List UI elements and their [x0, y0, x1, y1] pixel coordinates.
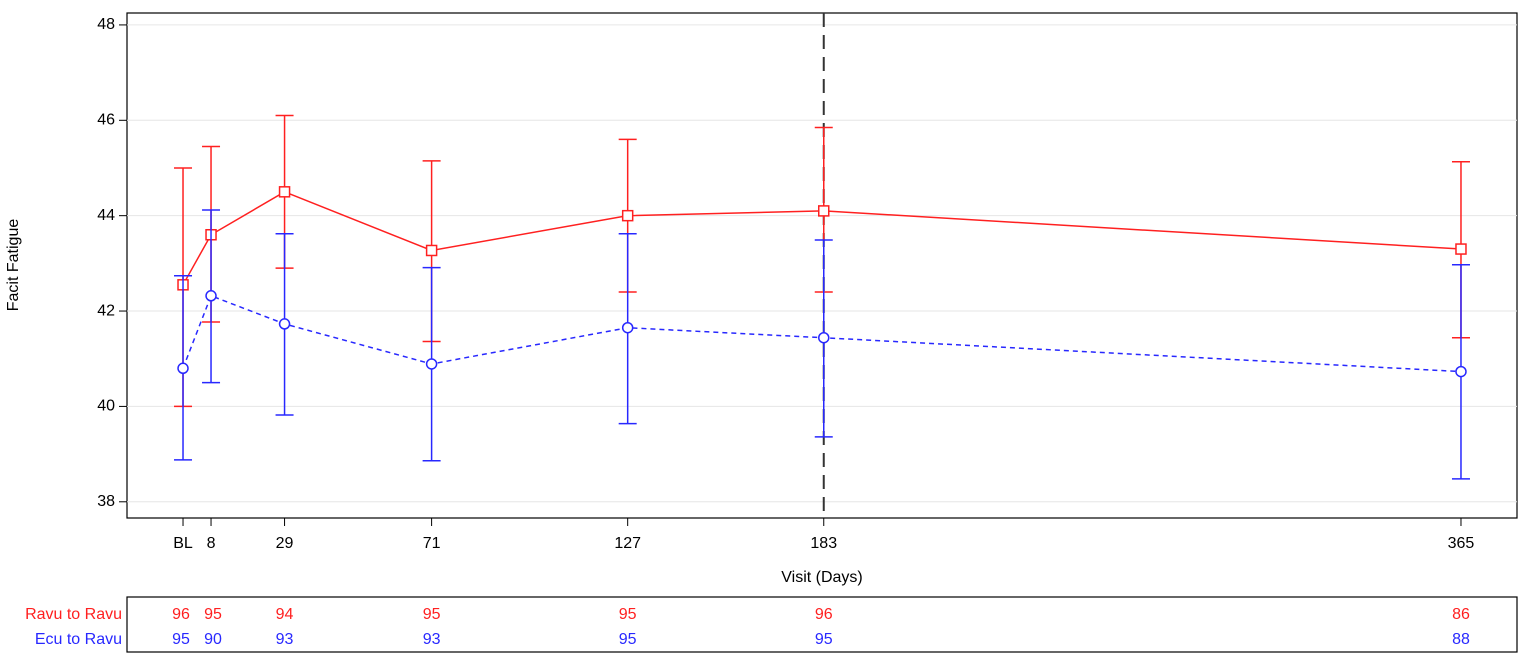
marker	[177, 362, 189, 375]
table-count: 96	[172, 606, 190, 623]
marker	[818, 205, 830, 217]
marker	[205, 290, 217, 302]
y-axis-label: Facit Fatigue	[5, 219, 22, 312]
table-count: 95	[619, 606, 637, 623]
table-count: 95	[423, 606, 441, 623]
y-tick-label: 46	[97, 112, 115, 129]
x-tick-label: BL	[173, 535, 193, 552]
marker	[621, 321, 634, 334]
table-count: 93	[423, 631, 441, 648]
table-count: 93	[276, 631, 294, 648]
x-tick-label: 71	[423, 535, 441, 552]
x-tick-label: 29	[276, 535, 294, 552]
table-count: 94	[276, 606, 294, 623]
table-row-label: Ecu to Ravu	[35, 631, 122, 648]
marker	[1455, 243, 1467, 255]
marker	[278, 318, 291, 330]
marker	[425, 244, 438, 257]
marker	[621, 209, 634, 222]
table-count: 95	[204, 606, 222, 623]
x-tick-label: 127	[614, 535, 641, 552]
table-count: 96	[815, 606, 833, 623]
table-count: 95	[172, 631, 190, 648]
plot-frame	[126, 12, 1518, 519]
y-tick-label: 48	[97, 16, 115, 33]
marker	[818, 331, 830, 344]
x-tick-label: 365	[1448, 535, 1475, 552]
y-tick-label: 44	[97, 207, 115, 224]
x-axis-label: Visit (Days)	[781, 569, 863, 586]
table-frame	[126, 596, 1518, 653]
x-tick-label: 8	[207, 535, 216, 552]
table-row-label: Ravu to Ravu	[25, 606, 122, 623]
table-count: 86	[1452, 606, 1470, 623]
marker	[278, 186, 291, 198]
y-tick-label: 40	[97, 398, 115, 415]
table-count: 90	[204, 631, 222, 648]
y-tick-label: 42	[97, 302, 115, 319]
table-count: 88	[1452, 631, 1470, 648]
y-tick-label: 38	[97, 493, 115, 510]
x-tick-label: 183	[810, 535, 837, 552]
table-count: 95	[815, 631, 833, 648]
marker	[1455, 365, 1467, 378]
table-count: 95	[619, 631, 637, 648]
marker	[425, 358, 438, 370]
